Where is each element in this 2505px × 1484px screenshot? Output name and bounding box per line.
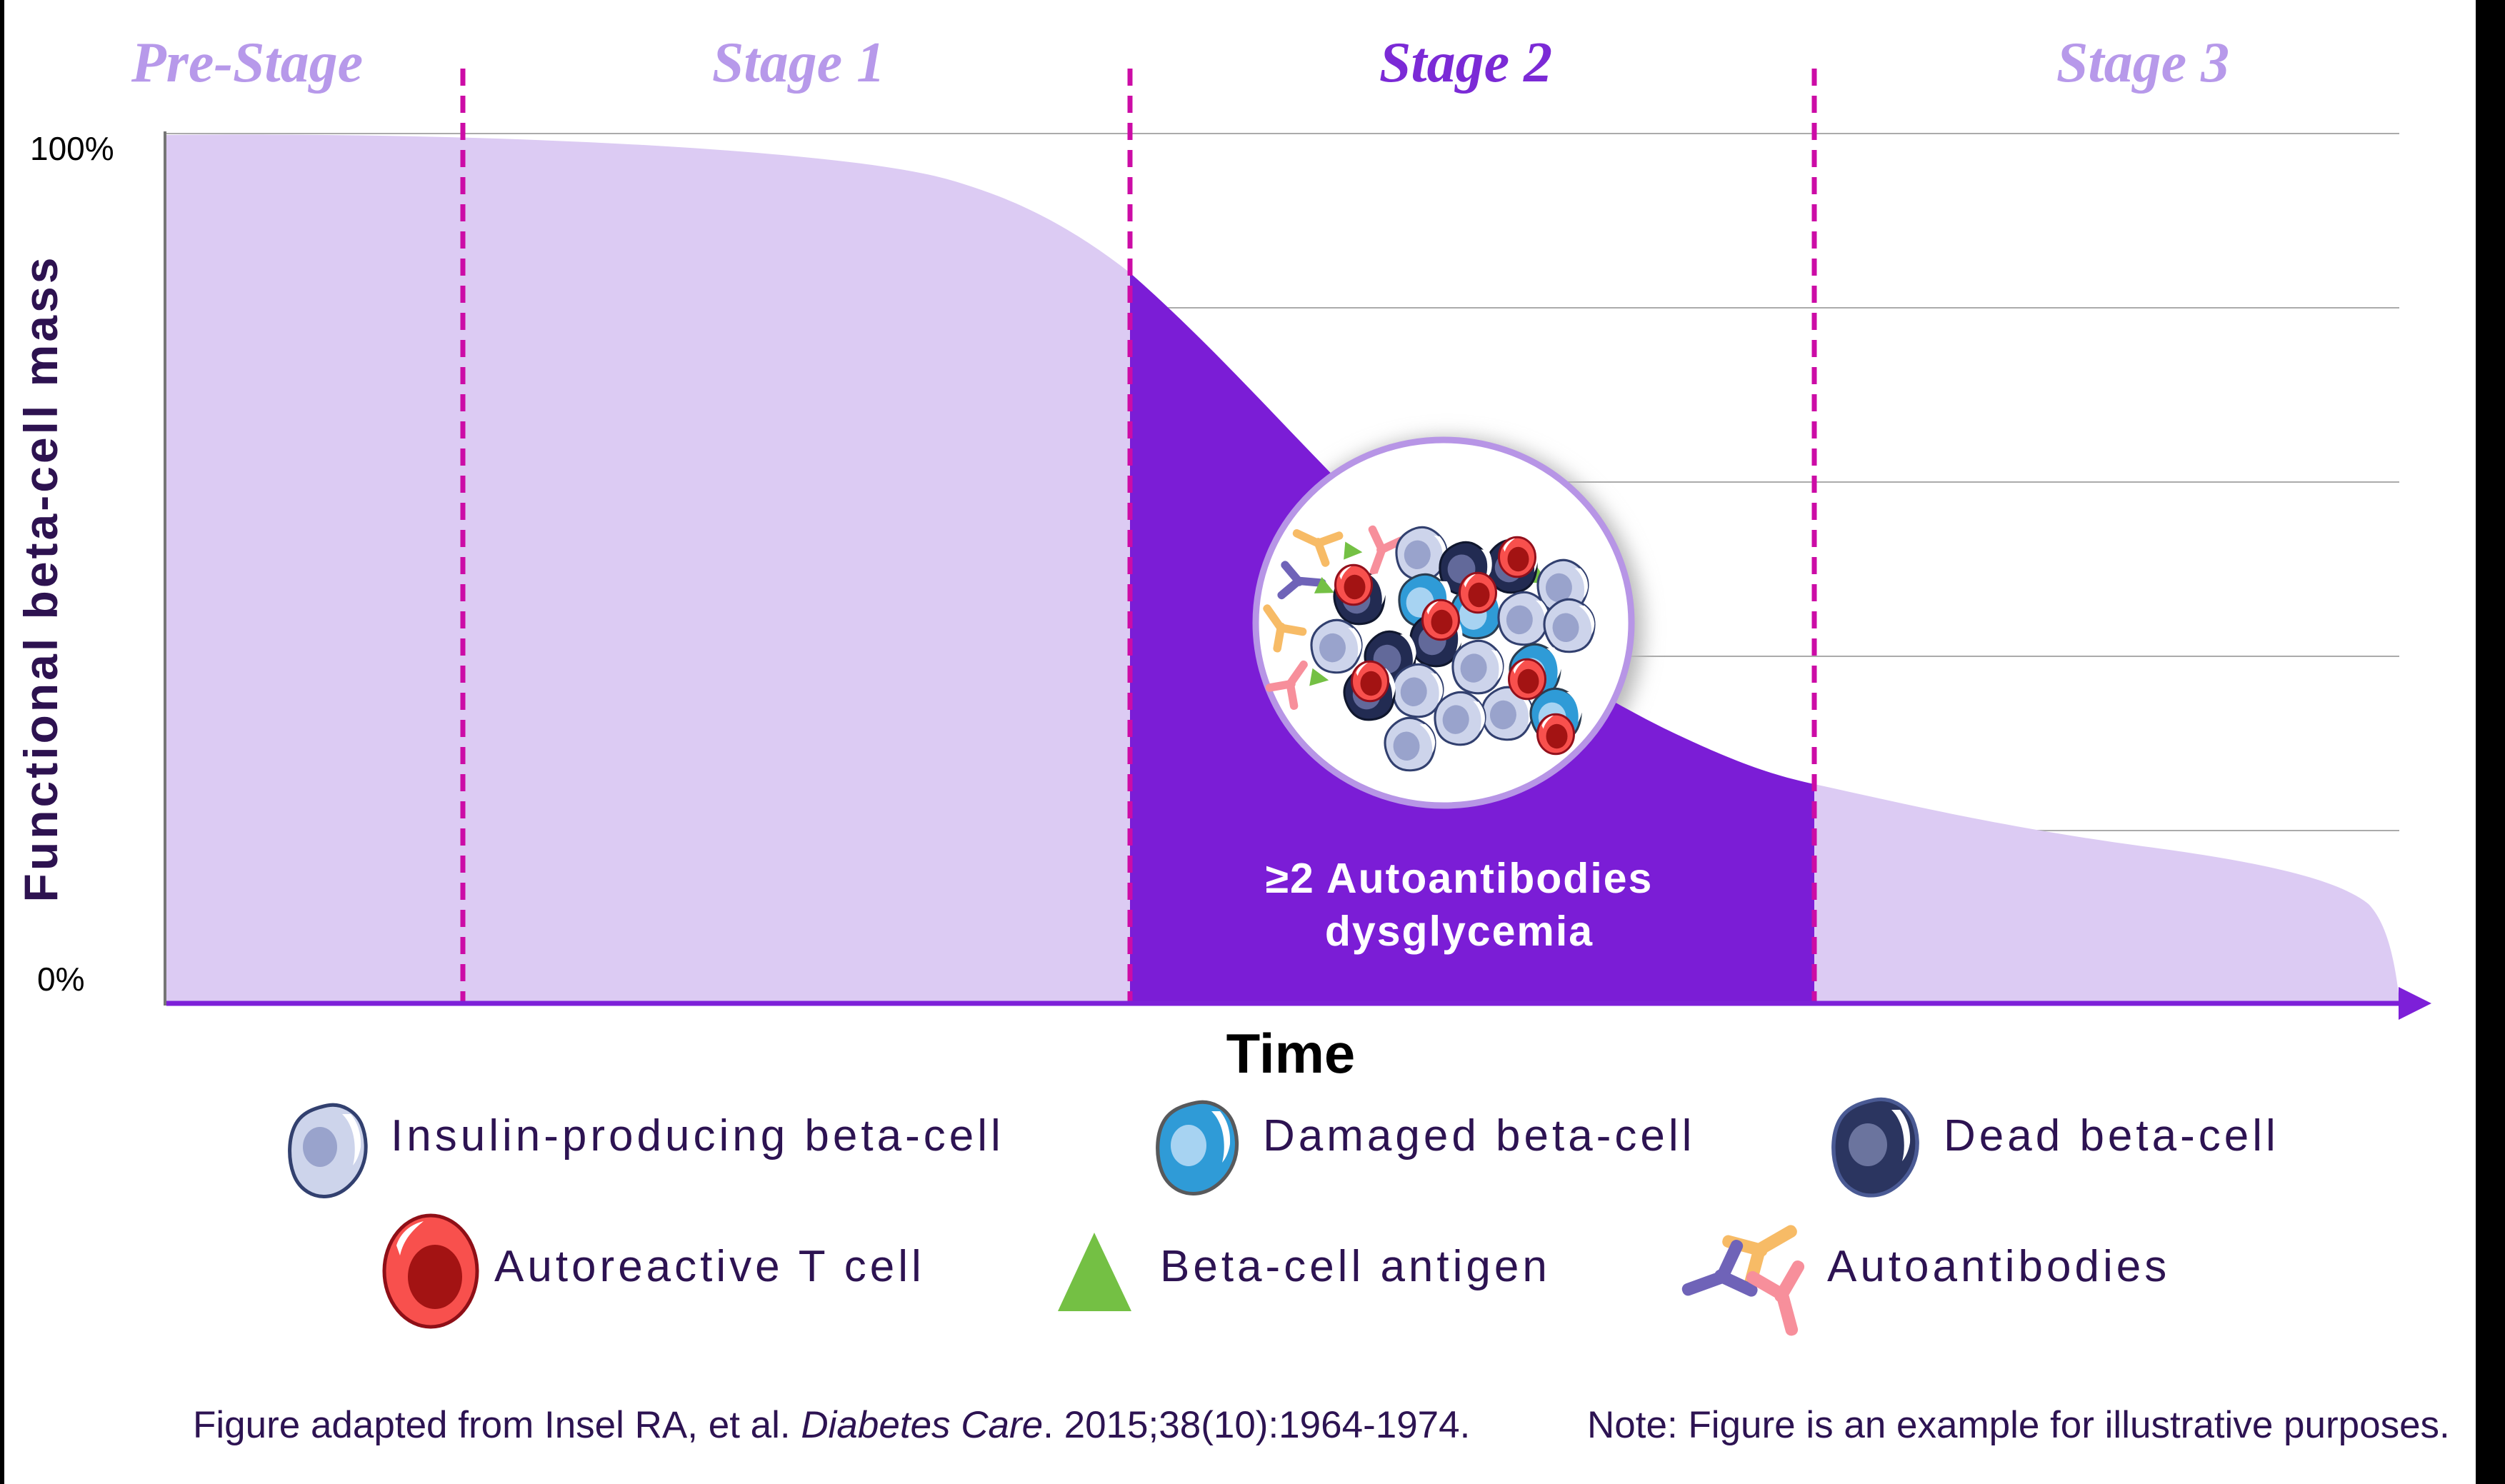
svg-text:0%: 0%: [37, 961, 84, 998]
svg-text:Dead beta-cell: Dead beta-cell: [1944, 1111, 2279, 1160]
svg-text:Functional beta-cell mass: Functional beta-cell mass: [14, 255, 67, 903]
svg-text:Note: Figure is an example for: Note: Figure is an example for illustrat…: [1587, 1404, 2450, 1446]
svg-text:Figure adapted from Insel RA,: Figure adapted from Insel RA, et al. Dia…: [193, 1404, 1470, 1446]
svg-text:Autoreactive T cell: Autoreactive T cell: [494, 1242, 925, 1291]
svg-text:Stage 2: Stage 2: [1379, 31, 1552, 94]
svg-text:Time: Time: [1226, 1022, 1356, 1085]
svg-text:Stage 3: Stage 3: [2056, 31, 2229, 94]
svg-text:Pre-Stage: Pre-Stage: [131, 31, 363, 94]
svg-text:Stage 1: Stage 1: [712, 31, 885, 94]
svg-text:dysglycemia: dysglycemia: [1325, 908, 1594, 955]
svg-text:≥2 Autoantibodies: ≥2 Autoantibodies: [1266, 855, 1654, 902]
svg-text:Autoantibodies: Autoantibodies: [1827, 1242, 2170, 1291]
svg-text:Insulin-producing beta-cell: Insulin-producing beta-cell: [391, 1111, 1004, 1160]
svg-text:Damaged beta-cell: Damaged beta-cell: [1263, 1111, 1695, 1160]
svg-text:Beta-cell antigen: Beta-cell antigen: [1160, 1242, 1551, 1291]
svg-text:100%: 100%: [30, 130, 114, 167]
